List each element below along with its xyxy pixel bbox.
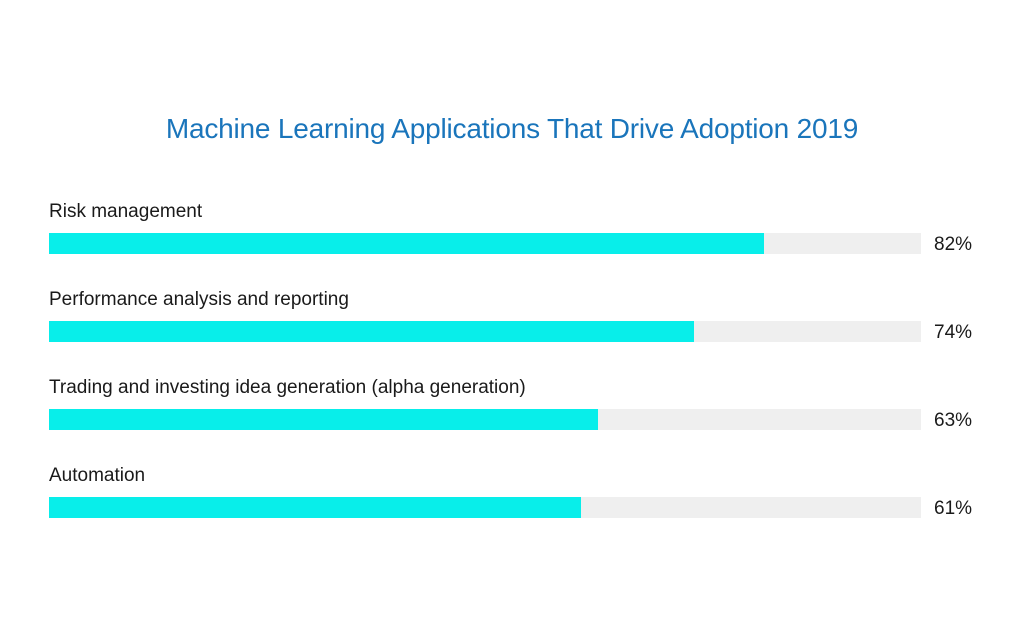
data-label: 82% (934, 234, 973, 255)
category-label: Automation (49, 465, 146, 486)
data-label: 61% (934, 498, 973, 519)
data-label: 63% (934, 410, 973, 431)
bar-track (49, 497, 921, 518)
category-label: Risk management (49, 201, 203, 222)
bar-row: Automation 61% (0, 464, 1024, 534)
bar-row: Performance analysis and reporting 74% (0, 288, 1024, 358)
category-label: Performance analysis and reporting (49, 289, 349, 310)
bar (49, 409, 599, 430)
bar (49, 497, 581, 518)
data-label: 74% (934, 322, 973, 343)
bar-row: Trading and investing idea generation (a… (0, 376, 1024, 446)
bar-track (49, 409, 921, 430)
bar (49, 233, 765, 254)
category-label: Trading and investing idea generation (a… (49, 377, 526, 398)
bar (49, 321, 695, 342)
bar-track (49, 321, 921, 342)
bar-row: Risk management 82% (0, 200, 1024, 270)
bar-track (49, 233, 921, 254)
chart-title: Machine Learning Applications That Drive… (165, 113, 859, 144)
